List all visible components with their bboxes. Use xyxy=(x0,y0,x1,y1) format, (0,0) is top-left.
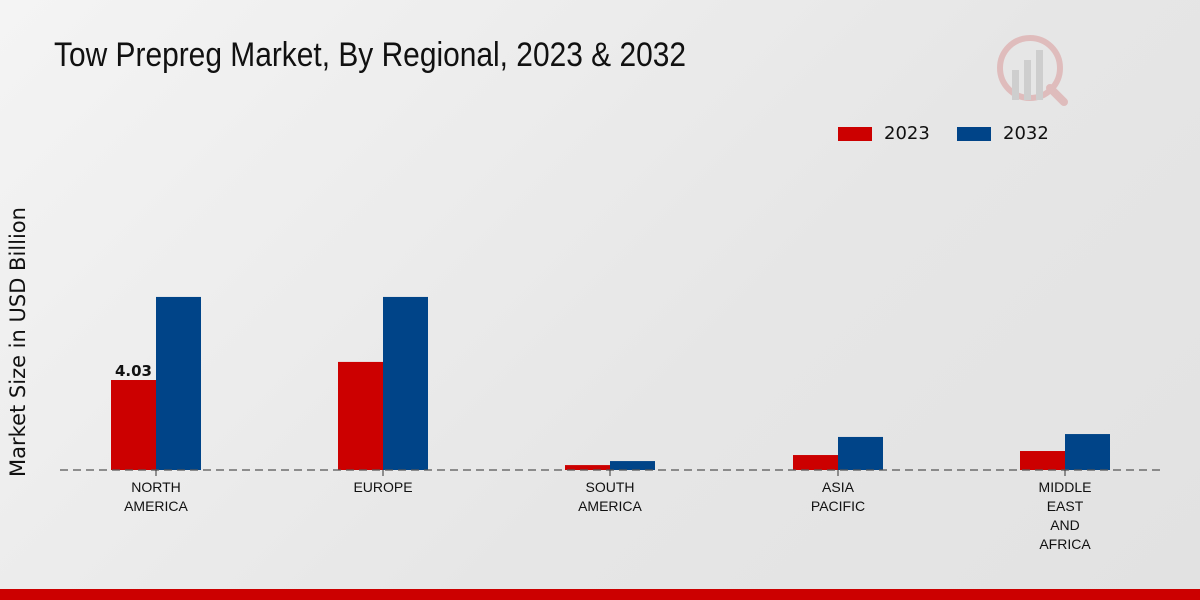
bar-2032-3 xyxy=(838,436,883,470)
x-tick-label: NORTH xyxy=(131,479,181,495)
legend-item-2032: 2032 xyxy=(957,123,1049,144)
x-tick-label: AMERICA xyxy=(124,498,188,514)
logo-icon xyxy=(997,35,1068,106)
bar-2032-0 xyxy=(156,296,201,470)
bar-2023-0 xyxy=(111,380,156,470)
bar-2032-1 xyxy=(383,296,428,470)
x-tick-label: AMERICA xyxy=(578,498,642,514)
bar-2023-1 xyxy=(338,361,383,470)
x-tick-label: EAST xyxy=(1047,498,1084,514)
legend-label: 2023 xyxy=(884,123,930,144)
legend-item-2023: 2023 xyxy=(838,123,930,144)
x-tick-label: ASIA xyxy=(822,479,855,495)
x-tick-label: PACIFIC xyxy=(811,498,865,514)
bar-2032-2 xyxy=(610,461,655,470)
x-tick-label: EUROPE xyxy=(353,479,412,495)
chart-title: Tow Prepreg Market, By Regional, 2023 & … xyxy=(54,36,687,74)
bar-2032-4 xyxy=(1065,434,1110,470)
bar-2023-2 xyxy=(565,465,610,470)
data-label: 4.03 xyxy=(115,362,152,380)
x-tick-label: SOUTH xyxy=(586,479,635,495)
legend-swatch-2023 xyxy=(838,126,872,141)
legend-swatch-2032 xyxy=(957,126,991,141)
legend-label: 2032 xyxy=(1003,123,1049,144)
footer-bar xyxy=(0,589,1200,600)
x-tick-label: AFRICA xyxy=(1039,536,1091,552)
bar-2023-3 xyxy=(793,455,838,470)
x-tick-label: MIDDLE xyxy=(1039,479,1092,495)
bar-2023-4 xyxy=(1020,451,1065,470)
x-tick-label: AND xyxy=(1050,517,1080,533)
